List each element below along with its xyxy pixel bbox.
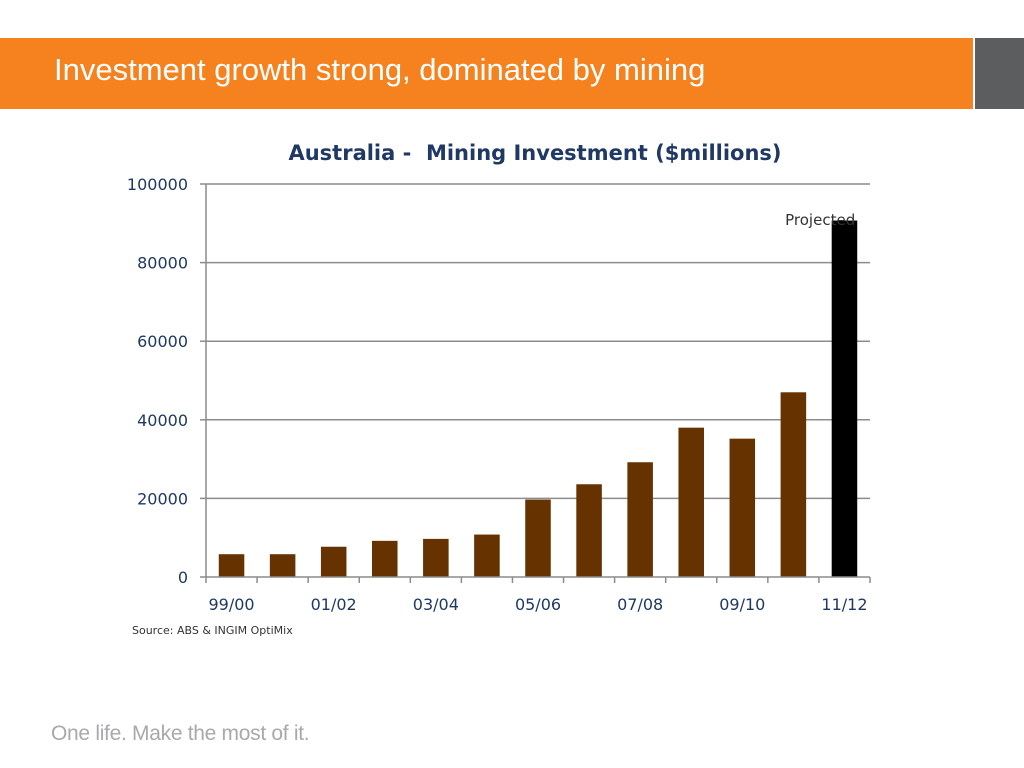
bar-06-07: [576, 484, 602, 577]
bar-05-06: [525, 499, 551, 577]
y-tick-label-5: 100000: [127, 175, 188, 194]
slide-title: Investment growth strong, dominated by m…: [54, 52, 706, 87]
y-tick-label-4: 80000: [137, 254, 188, 273]
annotations: Projected: [785, 211, 855, 229]
y-tick-label-2: 40000: [137, 411, 188, 430]
y-axis-tick-labels: 0 20000 40000 60000 80000 100000: [127, 175, 188, 587]
bar-10-11: [780, 392, 807, 577]
x-tick-label-10: 09/10: [719, 595, 765, 614]
bar-02-03: [372, 540, 398, 577]
bar-00-01: [269, 554, 296, 577]
bar-99-00: [218, 554, 245, 577]
x-tick-label-8: 07/08: [617, 595, 663, 614]
bar-07-08: [627, 462, 653, 577]
axes: [205, 184, 871, 583]
annotation-projected: Projected: [785, 211, 855, 229]
y-tick-label-0: 0: [178, 568, 188, 587]
x-tick-label-2: 01/02: [311, 595, 357, 614]
x-axis-tick-labels: 99/00 01/02 03/04 05/06 07/08 09/10 11/12: [208, 595, 867, 614]
tagline: One life. Make the most of it.: [51, 722, 310, 745]
bar-11-12: [831, 220, 858, 577]
y-tick-label-3: 60000: [137, 332, 188, 351]
banner-accent-block: [975, 38, 1024, 109]
bar-08-09: [678, 427, 704, 577]
bar-01-02: [320, 546, 347, 577]
x-tick-label-4: 03/04: [413, 595, 459, 614]
x-tick-label-0: 99/00: [208, 595, 254, 614]
bar-03-04: [423, 538, 449, 577]
bar-04-05: [474, 534, 500, 577]
x-tick-label-12: 11/12: [821, 595, 867, 614]
y-tick-label-1: 20000: [137, 489, 188, 508]
chart-title: Australia - Mining Investment ($millions…: [288, 141, 781, 165]
bars: [218, 220, 858, 577]
x-tick-label-6: 05/06: [515, 595, 561, 614]
title-banner: Investment growth strong, dominated by m…: [0, 38, 973, 109]
source-note: Source: ABS & INGIM OptiMix: [132, 624, 293, 637]
gridlines: [200, 183, 870, 578]
bar-09-10: [729, 438, 756, 577]
